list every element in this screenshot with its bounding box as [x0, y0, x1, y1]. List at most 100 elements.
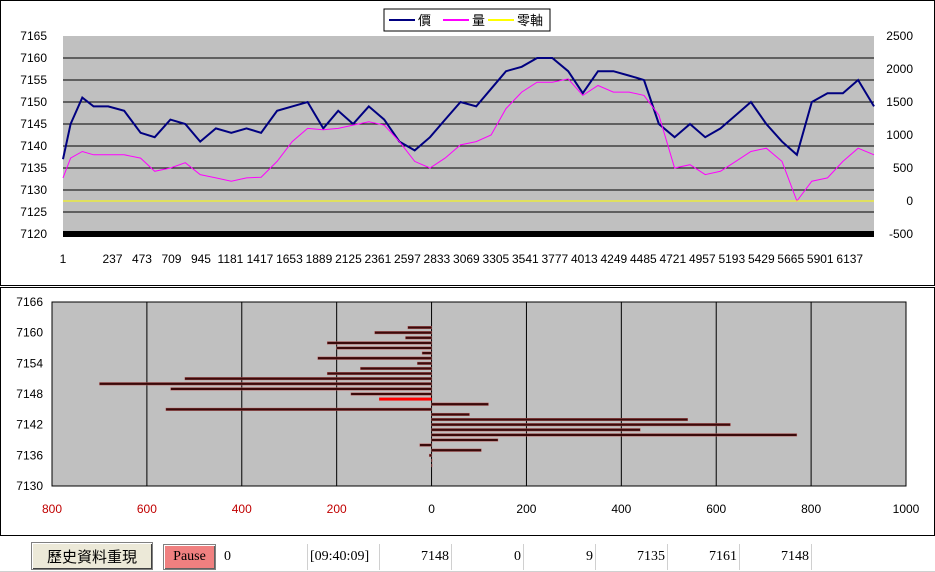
x-tick-label: 5665 — [777, 252, 804, 266]
y-left-tick-label: 7145 — [20, 117, 47, 131]
price-volume-chart-panel: 7165 7160 7155 7150 7145 7140 7135 7130 7125 7120… — [0, 0, 935, 286]
y-tick-label: 7142 — [16, 418, 43, 432]
x-tick-label: 237 — [102, 252, 122, 266]
y-left-tick-label: 7165 — [20, 29, 47, 43]
bar — [326, 372, 432, 376]
bar — [419, 443, 432, 447]
y-tick-label: 7148 — [16, 387, 43, 401]
x-tick-label: 3069 — [453, 252, 480, 266]
series-line-volume — [62, 78, 875, 203]
status-bar — [0, 537, 935, 572]
legend-entry: 價 — [418, 13, 431, 28]
value-cell-4: 7135 — [596, 544, 668, 570]
x-tick-label: 4013 — [571, 252, 598, 266]
plot-area — [51, 301, 907, 487]
x-tick-label: 400 — [611, 502, 631, 516]
bar — [165, 407, 432, 411]
bar — [431, 418, 688, 422]
x-tick-label: 5901 — [807, 252, 834, 266]
x-tick-label: 800 — [801, 502, 821, 516]
x-tick-label: 600 — [137, 502, 157, 516]
x-tick-label: 3541 — [512, 252, 539, 266]
time-cell: [09:40:09] — [308, 544, 380, 570]
bar — [431, 438, 499, 442]
bar — [336, 346, 432, 350]
series-line-price — [62, 57, 875, 160]
x-tick-label: 945 — [191, 252, 211, 266]
value-cell-1: 7148 — [380, 544, 452, 570]
x-tick-label: 5429 — [748, 252, 775, 266]
bar — [405, 336, 432, 340]
x-tick-label: 1889 — [306, 252, 333, 266]
x-tick-label: 1653 — [276, 252, 303, 266]
x-tick-label: 1 — [60, 252, 67, 266]
bar — [317, 356, 432, 360]
x-tick-label: 4721 — [659, 252, 686, 266]
y-right-tick-label: 2500 — [886, 29, 913, 43]
x-tick-label: 200 — [327, 502, 347, 516]
price-volume-chart: 7165 7160 7155 7150 7145 7140 7135 7130 7125 7120… — [20, 8, 913, 266]
bar — [407, 326, 432, 330]
legend-entry: 量 — [472, 13, 485, 28]
x-tick-label: 400 — [232, 502, 252, 516]
y-right-tick-label: -500 — [889, 227, 913, 241]
x-tick-label: 1181 — [218, 252, 244, 266]
bar — [350, 392, 432, 396]
volume-profile-chart-panel: 800 600 400 200 0 200 400 600 800 1000 7166 7160 715… — [0, 287, 935, 536]
x-tick-label: 4485 — [630, 252, 657, 266]
y-left-tick-label: 7155 — [20, 73, 47, 87]
y-right-tick-label: 2000 — [886, 62, 913, 76]
y-tick-label: 7166 — [16, 295, 43, 309]
x-tick-label: 3305 — [483, 252, 510, 266]
bar — [431, 402, 489, 406]
x-tick-label: 5193 — [718, 252, 745, 266]
history-replay-button[interactable]: 歷史資料重現 — [31, 542, 153, 570]
x-tick-label: 4249 — [600, 252, 627, 266]
y-tick-label: 7130 — [16, 479, 43, 493]
y-left-tick-label: 7140 — [20, 139, 47, 153]
x-tick-label: 2125 — [335, 252, 362, 266]
bar — [374, 331, 432, 335]
y-right-tick-label: 0 — [906, 194, 913, 208]
value-cell-6: 7148 — [740, 544, 812, 570]
x-tick-label: 800 — [42, 502, 62, 516]
value-cell-5: 7161 — [668, 544, 740, 570]
y-left-tick-label: 7120 — [20, 227, 47, 241]
x-tick-label: 6137 — [836, 252, 863, 266]
x-tick-label: 2597 — [394, 252, 421, 266]
x-tick-label: 709 — [161, 252, 181, 266]
y-left-tick-label: 7150 — [20, 95, 47, 109]
x-tick-label: 2361 — [365, 252, 392, 266]
y-tick-label: 7160 — [16, 326, 43, 340]
value-cell-3: 9 — [524, 544, 596, 570]
pause-button[interactable]: Pause — [163, 544, 216, 570]
bar — [428, 453, 432, 457]
y-left-tick-label: 7160 — [20, 51, 47, 65]
bar — [417, 361, 432, 365]
bar — [170, 387, 432, 391]
y-left-tick-label: 7130 — [20, 183, 47, 197]
y-right-tick-label: 1500 — [886, 95, 913, 109]
plot-area — [63, 36, 874, 234]
bar — [431, 423, 731, 427]
x-tick-label: 1000 — [893, 502, 920, 516]
y-right-tick-label: 1000 — [886, 128, 913, 142]
x-tick-label: 200 — [516, 502, 536, 516]
bar — [360, 366, 432, 370]
legend: 價 量 零軸 — [383, 8, 551, 32]
bar — [431, 433, 798, 437]
volume-profile-chart: 800 600 400 200 0 200 400 600 800 1000 7166 7160 715… — [16, 295, 920, 516]
bar — [326, 341, 432, 345]
x-tick-label: 2833 — [424, 252, 451, 266]
bar — [431, 412, 470, 416]
bar — [431, 428, 641, 432]
y-right-tick-label: 500 — [893, 161, 913, 175]
bar — [431, 464, 433, 468]
bar — [431, 458, 433, 462]
y-tick-label: 7154 — [16, 356, 43, 370]
legend-entry: 零軸 — [517, 13, 543, 28]
value-cell-2: 0 — [452, 544, 524, 570]
y-left-tick-label: 7135 — [20, 161, 47, 175]
x-tick-label: 4957 — [689, 252, 716, 266]
x-tick-label: 3777 — [542, 252, 569, 266]
